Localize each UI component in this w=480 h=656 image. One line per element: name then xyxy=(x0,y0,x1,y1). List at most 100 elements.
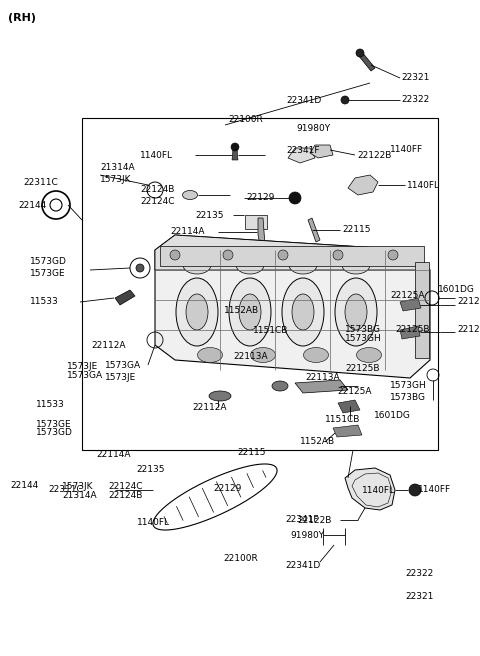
Polygon shape xyxy=(310,145,333,158)
Text: 1140FF: 1140FF xyxy=(418,485,451,495)
Text: 1140FF: 1140FF xyxy=(390,145,423,154)
Circle shape xyxy=(231,143,239,151)
Bar xyxy=(245,215,267,229)
Text: 22125A: 22125A xyxy=(457,298,480,306)
Text: 21314A: 21314A xyxy=(62,491,97,500)
Text: 1573GH: 1573GH xyxy=(345,334,382,343)
Bar xyxy=(415,262,429,358)
Ellipse shape xyxy=(183,256,211,274)
Text: 1140FL: 1140FL xyxy=(140,150,173,159)
Circle shape xyxy=(388,250,398,260)
Polygon shape xyxy=(400,298,421,311)
Text: 1573JE: 1573JE xyxy=(105,373,136,382)
Polygon shape xyxy=(348,175,378,195)
Bar xyxy=(82,118,438,450)
Text: 1140FL: 1140FL xyxy=(362,486,396,495)
Text: 1152AB: 1152AB xyxy=(300,438,335,447)
Text: 22125B: 22125B xyxy=(457,325,480,335)
Text: 22115: 22115 xyxy=(238,448,266,457)
Polygon shape xyxy=(258,218,265,245)
Text: 1151CB: 1151CB xyxy=(325,415,360,424)
Text: 22113A: 22113A xyxy=(234,352,268,361)
Ellipse shape xyxy=(303,348,328,363)
Text: 1573GD: 1573GD xyxy=(36,428,73,438)
Bar xyxy=(160,246,424,266)
Ellipse shape xyxy=(186,294,208,330)
Ellipse shape xyxy=(182,190,197,199)
Text: 22322: 22322 xyxy=(406,569,434,579)
Text: 22322: 22322 xyxy=(401,96,429,104)
Text: 22124B: 22124B xyxy=(108,491,143,500)
Circle shape xyxy=(136,264,144,272)
Text: 22321: 22321 xyxy=(406,592,434,602)
Text: 22100R: 22100R xyxy=(223,554,258,564)
Polygon shape xyxy=(333,425,362,437)
Ellipse shape xyxy=(197,348,223,363)
Text: 22122B: 22122B xyxy=(357,150,391,159)
Text: 22135: 22135 xyxy=(195,211,224,220)
Text: (RH): (RH) xyxy=(8,13,36,23)
Circle shape xyxy=(409,484,421,496)
Text: 1601DG: 1601DG xyxy=(438,285,475,295)
Polygon shape xyxy=(295,380,348,393)
Text: 1573JE: 1573JE xyxy=(67,362,98,371)
Text: 22135: 22135 xyxy=(137,464,165,474)
Circle shape xyxy=(278,250,288,260)
Polygon shape xyxy=(308,218,320,242)
Ellipse shape xyxy=(239,294,261,330)
Text: 1573GH: 1573GH xyxy=(390,380,427,390)
Text: 22341F: 22341F xyxy=(285,516,319,525)
Text: 22100R: 22100R xyxy=(228,115,263,125)
Text: 91980Y: 91980Y xyxy=(296,124,330,133)
Text: 1573GD: 1573GD xyxy=(30,256,67,266)
Text: 22112A: 22112A xyxy=(192,403,227,413)
Text: 11533: 11533 xyxy=(30,298,59,306)
Circle shape xyxy=(356,49,364,57)
Circle shape xyxy=(223,250,233,260)
Polygon shape xyxy=(232,148,238,160)
Text: 22144: 22144 xyxy=(18,201,46,209)
Ellipse shape xyxy=(251,348,276,363)
Text: 1140FL: 1140FL xyxy=(137,518,170,527)
Text: 22115: 22115 xyxy=(342,226,371,234)
Circle shape xyxy=(341,96,349,104)
Text: 22311C: 22311C xyxy=(23,178,58,187)
Polygon shape xyxy=(358,52,375,71)
Text: 21314A: 21314A xyxy=(100,163,134,173)
Text: 1151CB: 1151CB xyxy=(253,326,288,335)
Ellipse shape xyxy=(289,256,317,274)
Text: 22124C: 22124C xyxy=(140,197,175,207)
Polygon shape xyxy=(338,400,360,413)
Text: 22125B: 22125B xyxy=(346,364,380,373)
Ellipse shape xyxy=(176,278,218,346)
Circle shape xyxy=(333,250,343,260)
Text: 22129: 22129 xyxy=(214,484,242,493)
Ellipse shape xyxy=(282,278,324,346)
Text: 1140FL: 1140FL xyxy=(407,180,440,190)
Polygon shape xyxy=(345,468,395,510)
Ellipse shape xyxy=(345,294,367,330)
Text: 22125A: 22125A xyxy=(390,291,424,300)
Text: 22114A: 22114A xyxy=(170,228,204,237)
Text: 1573JK: 1573JK xyxy=(62,482,94,491)
Text: 1573GA: 1573GA xyxy=(105,361,141,369)
Text: 22124B: 22124B xyxy=(140,186,174,194)
Ellipse shape xyxy=(209,391,231,401)
Text: 91980Y: 91980Y xyxy=(290,531,324,539)
Text: 22144: 22144 xyxy=(11,481,39,490)
Text: 22311C: 22311C xyxy=(48,485,83,495)
Text: 1573GE: 1573GE xyxy=(30,268,66,277)
Text: 22125B: 22125B xyxy=(395,325,430,335)
Text: 22125A: 22125A xyxy=(337,387,372,396)
Text: 22124C: 22124C xyxy=(108,482,143,491)
Text: 22341D: 22341D xyxy=(286,96,321,105)
Ellipse shape xyxy=(236,256,264,274)
Text: 22114A: 22114A xyxy=(96,450,131,459)
Text: 22113A: 22113A xyxy=(305,373,340,382)
Text: 1573GA: 1573GA xyxy=(67,371,103,380)
Polygon shape xyxy=(115,290,135,305)
Text: 1573BG: 1573BG xyxy=(390,392,426,401)
Polygon shape xyxy=(400,326,420,339)
Text: 1573GE: 1573GE xyxy=(36,420,72,429)
Text: 22129: 22129 xyxy=(246,194,275,203)
